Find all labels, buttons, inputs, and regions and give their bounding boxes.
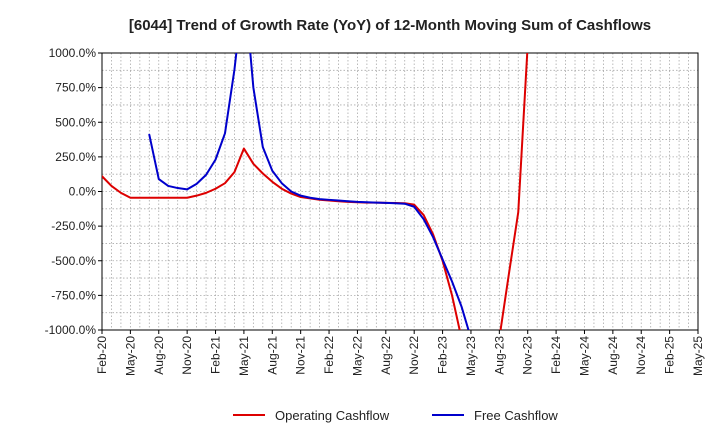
x-tick-label: Nov-24 bbox=[634, 336, 648, 375]
x-tick-label: Aug-20 bbox=[152, 336, 166, 375]
x-tick-label: May-20 bbox=[123, 336, 137, 376]
x-tick-label: May-25 bbox=[691, 336, 705, 376]
x-tick-label: Nov-21 bbox=[294, 336, 308, 375]
x-tick-label: Aug-23 bbox=[492, 336, 506, 375]
x-tick-label: Feb-22 bbox=[322, 336, 336, 374]
x-tick-label: Feb-20 bbox=[95, 336, 109, 374]
x-tick-label: Nov-23 bbox=[521, 336, 535, 375]
x-tick-label: Aug-24 bbox=[606, 336, 620, 375]
x-tick-label: Aug-21 bbox=[265, 336, 279, 375]
axes: 1000.0% 750.0% 500.0% 250.0% 0.0% -250.0% -500… bbox=[45, 46, 705, 376]
series-lines bbox=[102, 53, 529, 330]
y-tick-label: 250.0% bbox=[55, 150, 96, 164]
x-tick-label: May-22 bbox=[350, 336, 364, 376]
y-tick-label: -250.0% bbox=[51, 219, 96, 233]
series-line bbox=[499, 53, 529, 330]
y-tick-label: -1000.0% bbox=[45, 323, 97, 337]
series-line bbox=[148, 53, 238, 191]
x-tick-label: Nov-20 bbox=[180, 336, 194, 375]
x-tick-label: Feb-21 bbox=[209, 336, 223, 374]
legend-label: Free Cashflow bbox=[474, 408, 558, 423]
x-tick-label: Nov-22 bbox=[407, 336, 421, 375]
y-tick-label: 0.0% bbox=[69, 185, 97, 199]
x-tick-label: Aug-22 bbox=[379, 336, 393, 375]
x-tick-label: May-21 bbox=[237, 336, 251, 376]
y-tick-label: -750.0% bbox=[51, 288, 96, 302]
x-tick-label: Feb-23 bbox=[436, 336, 450, 374]
grid bbox=[102, 53, 698, 330]
x-tick-label: May-23 bbox=[464, 336, 478, 376]
x-tick-label: May-24 bbox=[577, 336, 591, 376]
y-tick-label: 750.0% bbox=[55, 81, 96, 95]
chart-title: [6044] Trend of Growth Rate (YoY) of 12-… bbox=[129, 17, 651, 34]
series-line bbox=[249, 53, 470, 330]
y-tick-label: 500.0% bbox=[55, 115, 96, 129]
x-tick-label: Feb-25 bbox=[663, 336, 677, 374]
legend: Operating Cashflow Free Cashflow bbox=[233, 408, 558, 423]
y-tick-label: -500.0% bbox=[51, 254, 96, 268]
legend-label: Operating Cashflow bbox=[275, 408, 390, 423]
x-tick-label: Feb-24 bbox=[549, 336, 563, 374]
y-tick-label: 1000.0% bbox=[49, 46, 97, 60]
